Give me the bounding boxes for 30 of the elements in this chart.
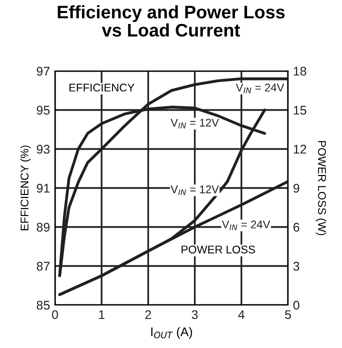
y-tick-label: 85 xyxy=(36,300,50,310)
y2-tick-label: 18 xyxy=(294,66,306,76)
y2-tick-label: 3 xyxy=(293,262,300,271)
series-label: V$_{IN}$ = 24V xyxy=(222,220,270,230)
y-tick-label: 91 xyxy=(36,184,50,193)
series-label: V$_{IN}$ = 12V xyxy=(170,118,219,128)
x-tick-label: 0 xyxy=(52,310,58,320)
x-axis-title: I$_{OUT}$ (A) xyxy=(151,327,192,339)
y-tick-label: 89 xyxy=(36,222,50,232)
x-tick-label: 4 xyxy=(238,310,245,319)
y-axis-title: EFFICIENCY (%) xyxy=(20,146,31,230)
series-label: V$_{IN}$ = 24V xyxy=(236,84,284,94)
y2-axis-title: POWER LOSS (W) xyxy=(316,141,326,236)
annotation: POWER LOSS xyxy=(182,246,255,254)
y-tick-label: 87 xyxy=(36,262,50,271)
y2-tick-label: 12 xyxy=(294,144,306,154)
y2-tick-label: 6 xyxy=(293,222,300,232)
x-tick-label: 3 xyxy=(192,310,198,320)
y2-tick-label: 9 xyxy=(293,184,300,193)
y-tick-label: 95 xyxy=(36,106,50,115)
y-tick-label: 97 xyxy=(36,66,50,76)
y-tick-label: 93 xyxy=(36,144,50,154)
y2-tick-label: 0 xyxy=(293,300,300,310)
x-tick-label: 5 xyxy=(285,310,291,320)
x-tick-label: 2 xyxy=(145,310,152,319)
chart-title: Efficiency and Power Loss vs Load Current xyxy=(58,5,285,37)
series-label: V$_{IN}$ = 12V xyxy=(170,185,219,196)
x-tick-label: 1 xyxy=(99,310,104,319)
y2-tick-label: 15 xyxy=(294,106,306,115)
annotation: EFFICIENCY xyxy=(69,84,134,92)
